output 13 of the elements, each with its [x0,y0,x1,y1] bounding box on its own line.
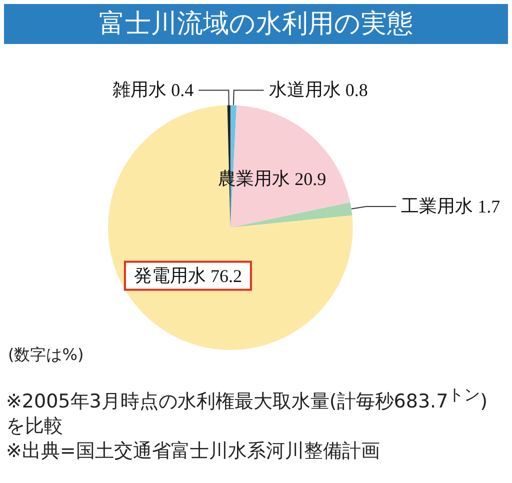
data-label: 0.4 [171,80,194,100]
data-label: 20.9 [294,168,326,189]
text: ※出典=国土交通省富士川水系河川整備計画 [6,439,381,464]
chart-title: 富士川流域の水利用の実態 [4,4,508,44]
data-label: 76.2 [210,266,242,286]
slice-label: 雑用水 [112,80,167,101]
slice-label: 発電用水 [134,265,206,286]
text: (数字は%) [8,345,84,366]
slice-label: 水道用水 [268,80,341,101]
data-label: 0.8 [345,80,368,100]
slice-label: 工業用水 [401,196,474,218]
data-label: 1.7 [478,196,500,217]
text: ※2005年3月時点の水利権最大取水量(計毎秒683.7$^{トン}$)を比較 [6,385,488,438]
